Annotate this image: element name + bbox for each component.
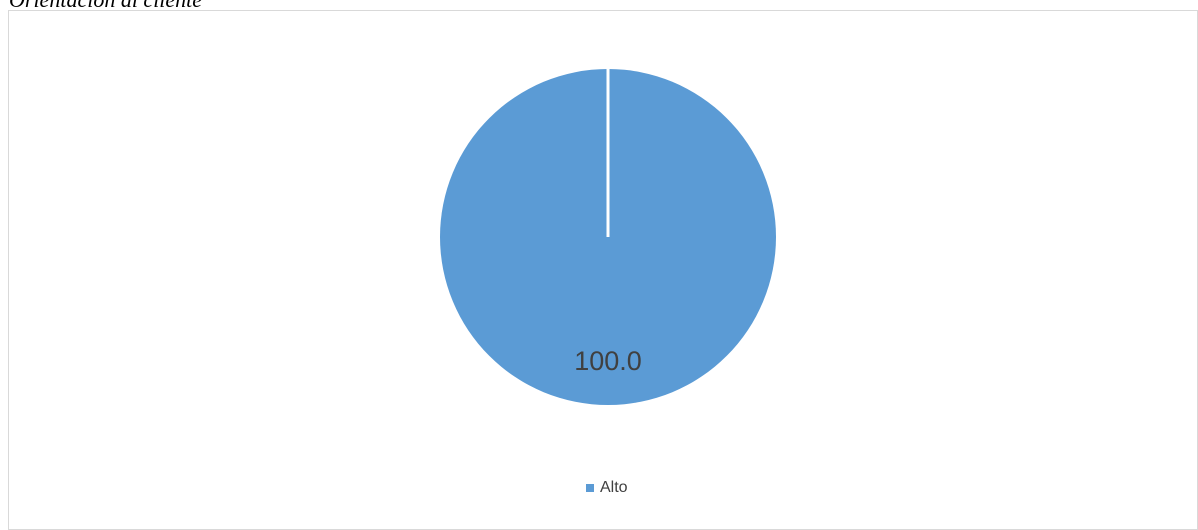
data-label-alto: 100.0 xyxy=(574,346,642,376)
legend-swatch-alto xyxy=(586,484,594,492)
legend-label-alto: Alto xyxy=(600,479,628,496)
legend: Alto xyxy=(586,479,628,497)
figure-caption: Orientación al cliente xyxy=(9,0,202,13)
pie-chart: 100.0 xyxy=(440,69,776,405)
